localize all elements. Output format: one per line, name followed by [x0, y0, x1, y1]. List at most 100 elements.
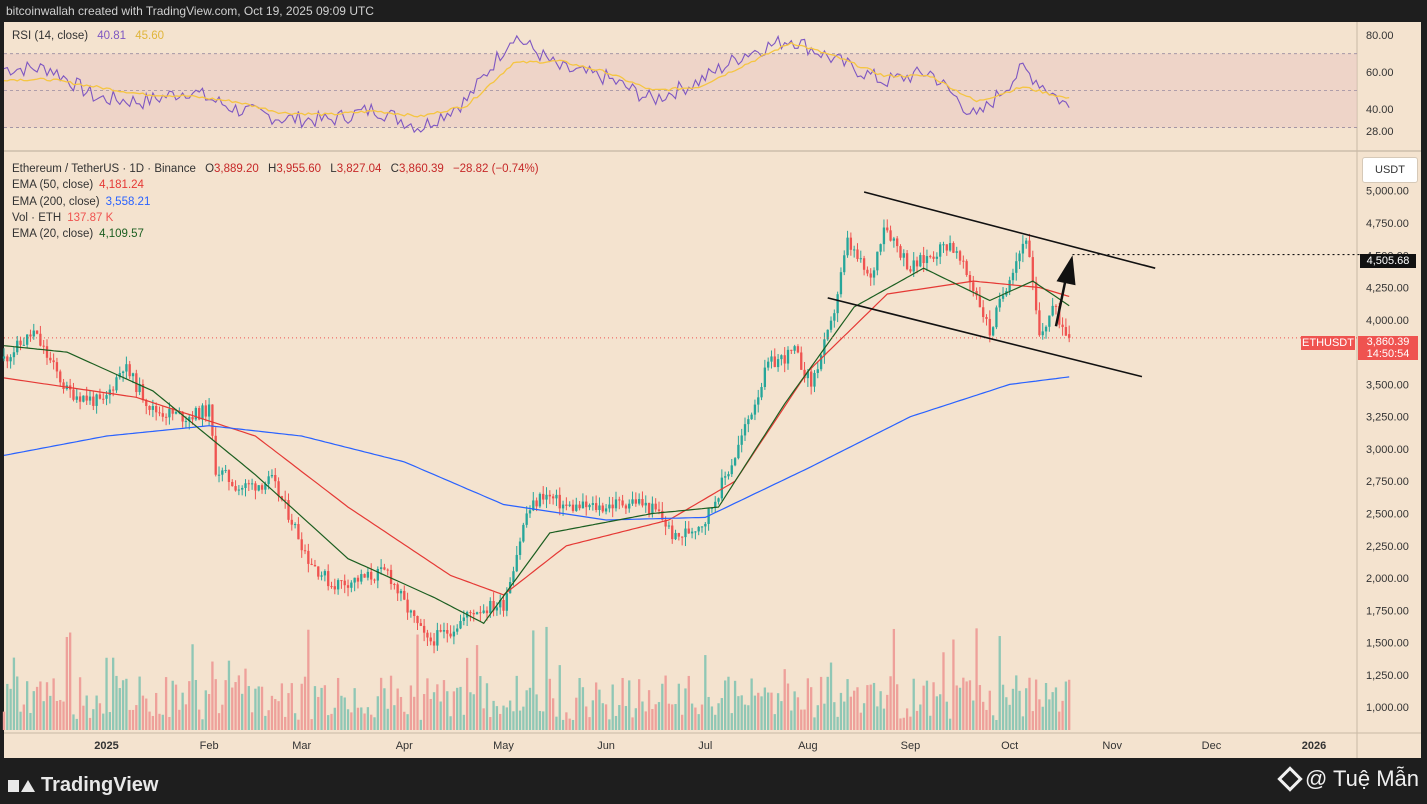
candle-body [793, 346, 796, 351]
volume-bar [628, 680, 631, 730]
volume-bar [164, 677, 168, 730]
volume-bar [594, 682, 598, 730]
candle-body [260, 485, 264, 490]
volume-bar [743, 704, 747, 730]
candle-body [561, 504, 565, 509]
watermark-text: @ Tuệ Mẫn [1304, 766, 1419, 791]
candle-body [657, 509, 661, 511]
candle-body [257, 485, 260, 491]
candle-body [386, 569, 389, 571]
candle-body [763, 367, 767, 387]
candle-body [710, 507, 714, 509]
candle-body [472, 612, 475, 615]
volume-bar [138, 676, 141, 730]
volume-bar [776, 693, 780, 730]
volume-bar [267, 710, 270, 730]
tradingview-logo-icon [8, 779, 35, 792]
candle-body [856, 249, 859, 259]
volume-bar [548, 678, 551, 730]
price-axis-tick: 1,500.00 [1366, 638, 1409, 650]
candle-body [310, 563, 313, 565]
target-arrow-shaft [1054, 275, 1068, 327]
candle-body [806, 371, 810, 379]
candle-body [730, 465, 733, 475]
candle-body [637, 499, 641, 504]
candle-body [664, 519, 667, 527]
volume-row[interactable]: Vol · ETH 137.87 K [12, 210, 539, 226]
volume-bar [773, 714, 776, 730]
ema20-value: 4,109.57 [99, 228, 144, 241]
candle-body [419, 623, 422, 626]
candle-body [690, 531, 694, 534]
candle-body [982, 307, 985, 318]
volume-bar [598, 689, 601, 730]
volume-bar [413, 696, 416, 730]
volume-bar [356, 707, 360, 730]
candle-body [651, 503, 654, 514]
volume-bar [327, 715, 330, 730]
main-legend: Ethereum / TetherUS · 1D · Binance O3,88… [12, 161, 539, 242]
volume-bar [939, 694, 942, 730]
volume-bar [383, 688, 386, 730]
tradingview-logo[interactable]: TradingView [8, 774, 158, 797]
volume-bar [446, 691, 449, 730]
volume-bar [872, 682, 876, 730]
volume-bar [932, 682, 935, 730]
volume-bar [760, 696, 763, 730]
candle-body [588, 504, 591, 508]
volume-bar [740, 695, 743, 730]
candle-body [429, 637, 432, 642]
candle-body [131, 373, 135, 377]
volume-bar [690, 703, 694, 730]
candle-body [942, 244, 945, 246]
candle-body [1015, 261, 1018, 273]
ema20-row[interactable]: EMA (20, close) 4,109.57 [12, 226, 539, 242]
chart-frame[interactable] [4, 22, 1421, 758]
candle-body [922, 255, 925, 264]
candle-body [737, 444, 740, 459]
candle-body [274, 475, 277, 482]
volume-bar [929, 715, 932, 730]
candle-body [244, 483, 247, 488]
volume-bar [538, 710, 542, 730]
volume-bar [862, 703, 866, 730]
volume-bar [1048, 699, 1051, 730]
volume-bar [366, 707, 370, 730]
volume-bar [624, 706, 628, 730]
candle-body [1011, 272, 1015, 281]
currency-button[interactable]: USDT [1362, 157, 1418, 183]
candle-body [403, 590, 406, 600]
ema50-row[interactable]: EMA (50, close) 4,181.24 [12, 177, 539, 193]
volume-bar [363, 713, 366, 730]
candle-body [82, 395, 85, 402]
volume-bar [919, 704, 922, 730]
volume-bar [88, 717, 92, 730]
volume-bar [280, 683, 284, 730]
volume-bar [1038, 699, 1041, 730]
volume-bar [277, 701, 280, 730]
candle-body [899, 246, 902, 258]
candle-body [148, 406, 151, 410]
volume-bar [508, 700, 512, 730]
symbol-title[interactable]: Ethereum / TetherUS · 1D · Binance [12, 163, 196, 175]
volume-bar [350, 712, 353, 730]
volume-bar [783, 669, 786, 730]
volume-bar [816, 705, 819, 730]
candle-body [346, 585, 350, 588]
volume-bar [78, 677, 82, 730]
volume-bar [1011, 688, 1015, 730]
candle-body [568, 504, 571, 506]
volume-bar [264, 715, 267, 730]
volume-bar [608, 719, 611, 730]
tradingview-logo-text: TradingView [41, 774, 159, 796]
volume-bar [747, 705, 750, 730]
ema200-row[interactable]: EMA (200, close) 3,558.21 [12, 194, 539, 210]
volume-bar [687, 675, 690, 730]
candle-body [207, 404, 211, 417]
ema200-value: 3,558.21 [105, 195, 151, 208]
candle-body [35, 330, 39, 334]
volume-bar [250, 712, 254, 730]
candle-body [98, 394, 102, 399]
volume-bar [297, 719, 300, 730]
